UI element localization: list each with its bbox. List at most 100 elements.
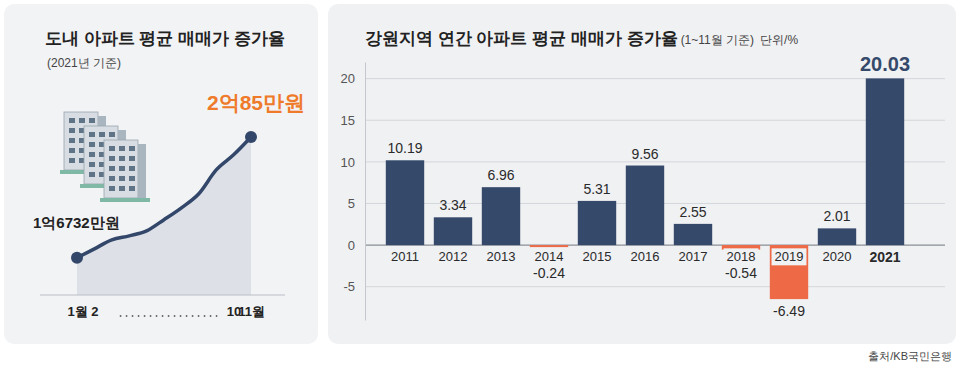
chart-title: 도내 아파트 평균 매매가 증가율 [45, 29, 285, 48]
data-label: -0.24 [533, 265, 565, 281]
label-patch [820, 248, 855, 265]
x-tick-label: 2020 [823, 249, 852, 264]
building-window [109, 146, 115, 151]
building-side [138, 144, 146, 198]
building [104, 140, 138, 198]
building-window [69, 148, 75, 153]
source-note: 출처/KB국민은행 [868, 350, 952, 362]
y-tick-label: 15 [341, 113, 355, 128]
y-tick: 20 [341, 71, 365, 86]
x-tick-label: 11월 [238, 304, 265, 319]
y-tick-label: -5 [343, 279, 355, 294]
bar [530, 245, 568, 247]
label-patch [676, 248, 711, 265]
data-label: 10.19 [387, 140, 422, 156]
panel-left [4, 4, 318, 344]
building-window [129, 156, 135, 161]
y-tick: 5 [348, 196, 365, 211]
label-patch [772, 248, 807, 265]
bar [770, 245, 808, 299]
bar [578, 201, 616, 245]
label-patch [388, 248, 422, 265]
building-window [89, 132, 95, 137]
building-window [119, 166, 125, 171]
x-tick-label: 1월 [67, 304, 87, 319]
y-axis-unit: 단위/% [760, 33, 798, 47]
label-patch [866, 248, 903, 266]
left-chart: 도내 아파트 평균 매매가 증가율(2021년 기준)1월21011월1억673… [33, 29, 305, 319]
building-window [79, 118, 85, 123]
building-window [109, 166, 115, 171]
data-label: -6.49 [773, 303, 805, 319]
right-chart: 강원지역 연간 아파트 평균 매매가 증가율(1~11월 기준)단위/%-505… [341, 29, 945, 321]
building-window [119, 156, 125, 161]
label-patch [532, 248, 567, 265]
label-patch [724, 248, 759, 265]
x-axis-line [40, 295, 285, 296]
bar [482, 187, 520, 245]
x-tick-label: 2016 [631, 249, 660, 264]
x-tick: 1월 [67, 304, 87, 319]
label-patch [484, 248, 519, 265]
y-tick: 15 [341, 113, 365, 128]
y-tick: 10 [341, 155, 365, 170]
y-tick-label: 20 [341, 71, 355, 86]
x-tick: 2011 [388, 248, 422, 265]
grid-line [365, 78, 945, 79]
building-window [109, 156, 115, 161]
x-tick: 2017 [676, 248, 711, 265]
x-tick: 2013 [484, 248, 519, 265]
data-label: 3.34 [439, 197, 466, 213]
y-tick: -5 [343, 279, 365, 294]
x-tick: 2018 [724, 248, 759, 265]
data-label: 2.01 [823, 208, 850, 224]
label-patch [580, 248, 615, 265]
data-label: 2억85만원 [207, 91, 305, 114]
x-axis: 2011201220132014201520162017201820192020… [388, 248, 904, 266]
label-patch [436, 248, 471, 265]
y-axis: -505101520 [341, 63, 366, 321]
bar [674, 224, 712, 245]
x-tick: 2019 [772, 248, 807, 265]
building-ground [100, 198, 150, 202]
data-label: 2.55 [679, 204, 706, 220]
x-tick: 2015 [580, 248, 615, 265]
building-window [89, 162, 95, 167]
x-tick-label: 2021 [869, 249, 900, 265]
building-window [109, 132, 115, 137]
grid-line [365, 120, 945, 121]
x-tick: 2021 [866, 248, 903, 266]
chart-subtitle: (1~11월 기준) [681, 33, 754, 47]
plot-area [386, 78, 904, 299]
building-window [89, 142, 95, 147]
bar [626, 166, 664, 246]
x-tick-label: 2 [91, 304, 98, 319]
building-window [89, 118, 95, 123]
grid-line [365, 286, 945, 287]
data-label: -0.54 [725, 265, 757, 281]
building-window [129, 176, 135, 181]
building-icon [60, 112, 150, 202]
building-window [129, 186, 135, 191]
data-label: 9.56 [631, 146, 658, 162]
label-patch [628, 248, 663, 265]
line [77, 137, 251, 258]
chart-title: 강원지역 연간 아파트 평균 매매가 증가율 [365, 29, 678, 48]
bar [866, 78, 904, 245]
building-window [109, 176, 115, 181]
data-label: 20.03 [860, 53, 910, 75]
x-tick: 2016 [628, 248, 663, 265]
ellipsis-dots [120, 315, 220, 316]
data-label: 5.31 [583, 181, 610, 197]
bar [386, 160, 424, 245]
building-window [119, 186, 125, 191]
building-window [119, 176, 125, 181]
grid [365, 79, 945, 287]
bar [434, 217, 472, 245]
x-tick: 2014 [532, 248, 567, 265]
building-window [119, 146, 125, 151]
point-marker [71, 252, 83, 264]
building-window [129, 166, 135, 171]
x-tick-label: 2015 [583, 249, 612, 264]
x-tick-label: 2018 [727, 249, 756, 264]
